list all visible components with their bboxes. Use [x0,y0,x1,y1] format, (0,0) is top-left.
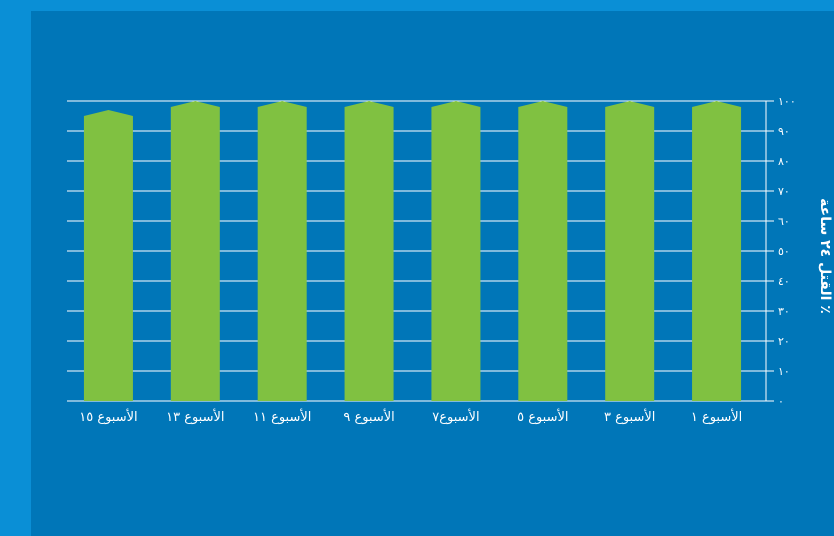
x-category-label: الأسبوع ٩ [343,408,394,425]
x-category-label: الأسبوع ١٥ [79,408,137,425]
x-category-label: الأسبوع٧ [432,408,479,425]
x-category-label: الأسبوع ١ [691,408,742,425]
bar [605,101,655,401]
x-category-label: الأسبوع ١٣ [166,408,224,425]
bar [431,101,481,401]
y-tick-label: ٤٠ [778,275,790,288]
bar [692,101,742,401]
x-axis-categories: الأسبوع ١ الأسبوع ٣ الأسبوع ٥ الأسبوع٧ الأسب… [79,408,742,425]
y-axis-ticks: ٠ ١٠ ٢٠ ٣٠ ٤٠ ٥٠ ٦٠ ٧٠ ٨٠ ٩٠ ١٠٠ [778,95,796,408]
x-category-label: الأسبوع ١١ [253,408,311,425]
y-tick-label: ٩٠ [778,125,790,138]
bar-series [83,101,742,401]
bar [83,110,133,401]
y-tick-label: ٥٠ [778,245,790,258]
y-tick-label: ٦٠ [778,215,790,228]
y-tick-label: ٠ [778,395,784,408]
bar [170,101,220,401]
y-tick-label: ٣٠ [778,305,790,318]
chart-panel: ٠ ١٠ ٢٠ ٣٠ ٤٠ ٥٠ ٦٠ ٧٠ ٨٠ ٩٠ ١٠٠ الأسبوع ١ الأسبوع … [31,11,834,536]
y-tick-label: ٨٠ [778,155,790,168]
bar [518,101,568,401]
bar [344,101,394,401]
y-tick-label: ١٠٠ [778,95,796,108]
x-category-label: الأسبوع ٣ [604,408,655,425]
y-tick-label: ٧٠ [778,185,790,198]
y-axis-label: ٪ القتل ٢٤ ساعة [817,198,833,314]
y-tick-label: ١٠ [778,365,790,378]
y-tick-label: ٢٠ [778,335,790,348]
bar [257,101,307,401]
x-category-label: الأسبوع ٥ [517,408,568,425]
